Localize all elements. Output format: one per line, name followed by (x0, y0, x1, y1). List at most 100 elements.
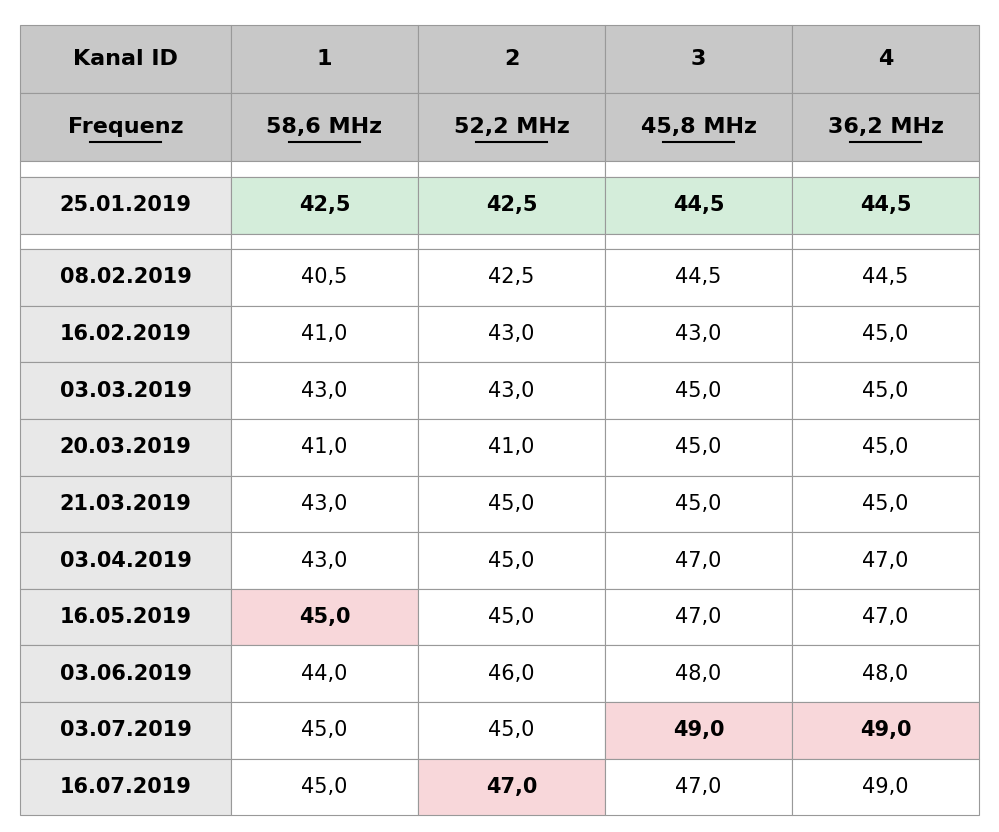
Bar (231, 305, 418, 363)
Text: 16.07.2019: 16.07.2019 (60, 777, 192, 797)
Bar (605, 419, 792, 476)
Text: 41,0: 41,0 (489, 438, 534, 458)
Bar (231, 93, 418, 161)
Text: 47,0: 47,0 (675, 777, 721, 797)
Text: 2: 2 (503, 49, 519, 69)
Bar (605, 589, 792, 646)
Bar (605, 177, 792, 234)
Bar (20, 759, 231, 815)
Bar (231, 234, 418, 249)
Bar (20, 476, 231, 532)
Bar (418, 702, 605, 759)
Bar (792, 177, 979, 234)
Text: 47,0: 47,0 (675, 607, 721, 627)
Bar (231, 419, 418, 476)
Bar (792, 419, 979, 476)
Text: 45,0: 45,0 (675, 438, 721, 458)
Bar (231, 476, 418, 532)
Text: 16.02.2019: 16.02.2019 (60, 324, 192, 344)
Text: 43,0: 43,0 (302, 494, 348, 514)
Bar (418, 532, 605, 589)
Bar (792, 363, 979, 419)
Text: 49,0: 49,0 (860, 721, 911, 740)
Text: 40,5: 40,5 (302, 267, 348, 287)
Bar (418, 759, 605, 815)
Bar (605, 476, 792, 532)
Bar (20, 646, 231, 702)
Bar (231, 177, 418, 234)
Text: 47,0: 47,0 (862, 607, 909, 627)
Bar (418, 419, 605, 476)
Text: 47,0: 47,0 (486, 777, 537, 797)
Bar (792, 234, 979, 249)
Text: 42,5: 42,5 (299, 196, 351, 215)
Bar (20, 234, 231, 249)
Text: Kanal ID: Kanal ID (73, 49, 178, 69)
Text: 48,0: 48,0 (862, 664, 909, 684)
Bar (418, 177, 605, 234)
Text: 43,0: 43,0 (675, 324, 721, 344)
Text: 45,0: 45,0 (862, 324, 909, 344)
Text: 46,0: 46,0 (489, 664, 534, 684)
Text: 1: 1 (317, 49, 333, 69)
Bar (792, 93, 979, 161)
Bar (418, 589, 605, 646)
Text: 03.07.2019: 03.07.2019 (60, 721, 192, 740)
Bar (605, 532, 792, 589)
Bar (792, 476, 979, 532)
Bar (20, 589, 231, 646)
Text: 43,0: 43,0 (302, 551, 348, 571)
Text: 43,0: 43,0 (302, 381, 348, 401)
Bar (792, 161, 979, 177)
Bar (20, 93, 231, 161)
Text: 25.01.2019: 25.01.2019 (60, 196, 192, 215)
Text: 3: 3 (691, 49, 706, 69)
Text: 44,5: 44,5 (862, 267, 909, 287)
Bar (605, 759, 792, 815)
Bar (20, 305, 231, 363)
Bar (231, 532, 418, 589)
Bar (792, 305, 979, 363)
Text: 45,0: 45,0 (862, 381, 909, 401)
Bar (20, 161, 231, 177)
Text: 16.05.2019: 16.05.2019 (60, 607, 192, 627)
Bar (20, 419, 231, 476)
Text: 45,0: 45,0 (489, 721, 534, 740)
Bar (418, 25, 605, 93)
Bar (418, 249, 605, 305)
Bar (605, 234, 792, 249)
Bar (792, 702, 979, 759)
Bar (605, 161, 792, 177)
Text: 43,0: 43,0 (489, 381, 534, 401)
Text: 41,0: 41,0 (302, 324, 348, 344)
Text: 45,0: 45,0 (299, 607, 351, 627)
Bar (20, 702, 231, 759)
Text: 43,0: 43,0 (489, 324, 534, 344)
Bar (605, 646, 792, 702)
Text: 45,0: 45,0 (675, 494, 721, 514)
Bar (231, 25, 418, 93)
Text: 47,0: 47,0 (862, 551, 909, 571)
Bar (605, 25, 792, 93)
Text: 03.04.2019: 03.04.2019 (60, 551, 192, 571)
Text: 44,5: 44,5 (860, 196, 911, 215)
Text: 45,0: 45,0 (862, 438, 909, 458)
Text: 4: 4 (878, 49, 893, 69)
Bar (792, 25, 979, 93)
Bar (231, 759, 418, 815)
Text: 45,0: 45,0 (489, 607, 534, 627)
Bar (792, 759, 979, 815)
Text: 45,8 MHz: 45,8 MHz (640, 117, 756, 137)
Bar (418, 234, 605, 249)
Bar (20, 249, 231, 305)
Text: 44,0: 44,0 (302, 664, 348, 684)
Text: 45,0: 45,0 (302, 777, 348, 797)
Text: 45,0: 45,0 (489, 494, 534, 514)
Bar (418, 476, 605, 532)
Text: 45,0: 45,0 (675, 381, 721, 401)
Text: 41,0: 41,0 (302, 438, 348, 458)
Bar (605, 702, 792, 759)
Bar (20, 532, 231, 589)
Bar (605, 93, 792, 161)
Bar (605, 363, 792, 419)
